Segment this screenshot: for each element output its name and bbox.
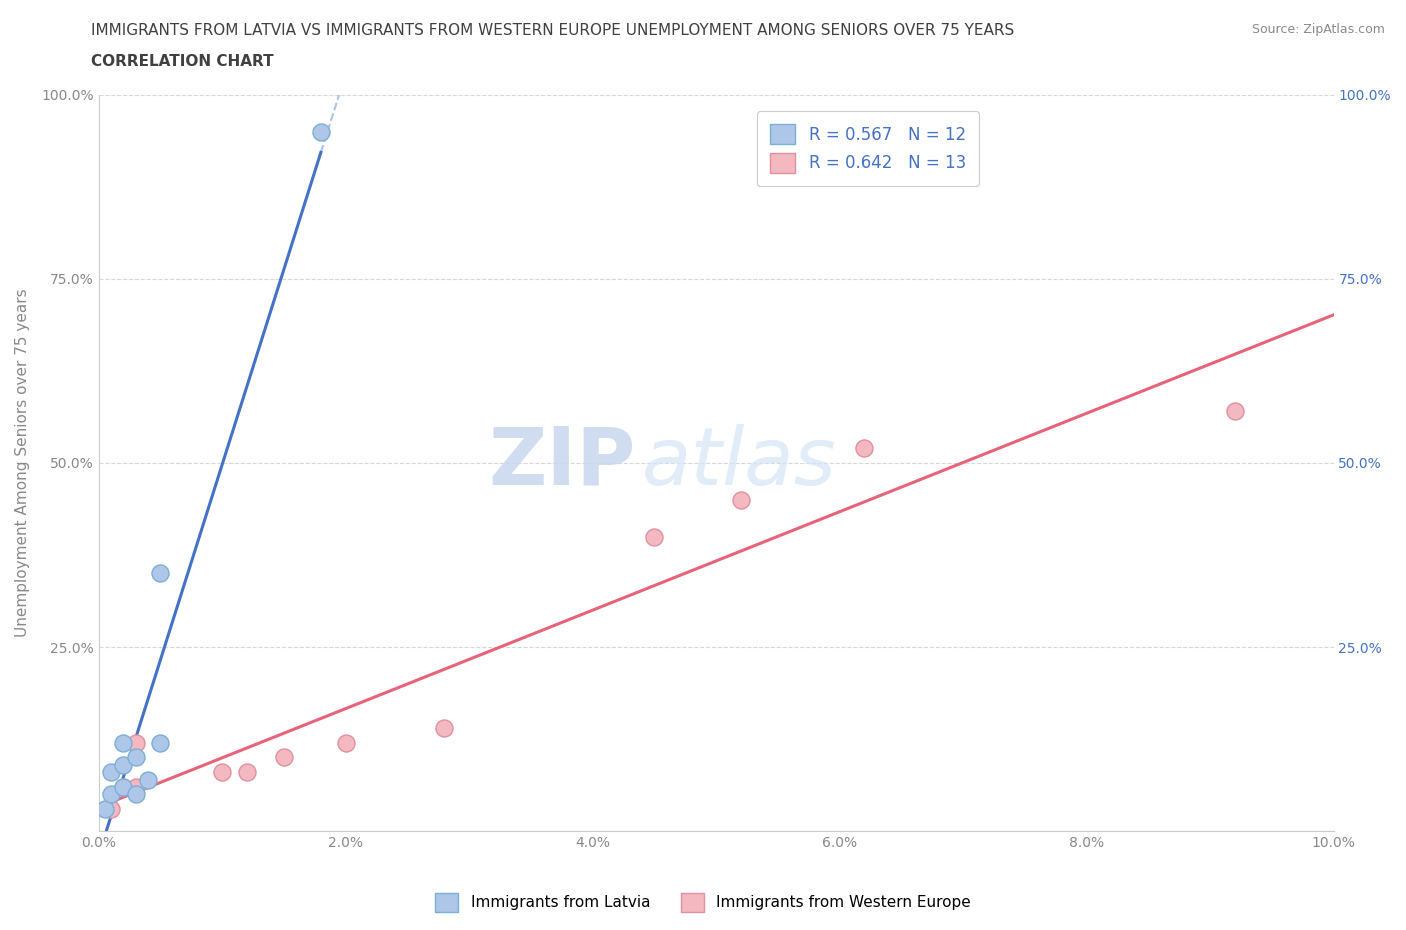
Text: CORRELATION CHART: CORRELATION CHART: [91, 54, 274, 69]
Point: [124, 779, 146, 794]
Point: [124, 736, 146, 751]
Text: atlas: atlas: [643, 424, 837, 502]
Point: [433, 721, 456, 736]
Point: [730, 492, 752, 507]
Point: [236, 764, 259, 779]
Point: [1223, 404, 1246, 418]
Legend: Immigrants from Latvia, Immigrants from Western Europe: Immigrants from Latvia, Immigrants from …: [429, 887, 977, 918]
Point: [273, 750, 295, 764]
Point: [309, 125, 332, 140]
Point: [211, 764, 233, 779]
Point: [124, 787, 146, 802]
Point: [124, 750, 146, 764]
Point: [335, 736, 357, 751]
Point: [853, 441, 876, 456]
Point: [112, 779, 135, 794]
Text: Source: ZipAtlas.com: Source: ZipAtlas.com: [1251, 23, 1385, 36]
Text: ZIP: ZIP: [488, 424, 636, 502]
Point: [112, 757, 135, 772]
Legend: R = 0.567   N = 12, R = 0.642   N = 13: R = 0.567 N = 12, R = 0.642 N = 13: [758, 111, 980, 186]
Point: [100, 802, 122, 817]
Point: [100, 764, 122, 779]
Text: IMMIGRANTS FROM LATVIA VS IMMIGRANTS FROM WESTERN EUROPE UNEMPLOYMENT AMONG SENI: IMMIGRANTS FROM LATVIA VS IMMIGRANTS FRO…: [91, 23, 1015, 38]
Point: [112, 736, 135, 751]
Point: [149, 566, 172, 581]
Point: [149, 736, 172, 751]
Point: [112, 779, 135, 794]
Point: [643, 529, 665, 544]
Point: [100, 787, 122, 802]
Point: [136, 772, 159, 787]
Point: [94, 802, 117, 817]
Y-axis label: Unemployment Among Seniors over 75 years: Unemployment Among Seniors over 75 years: [15, 288, 30, 637]
